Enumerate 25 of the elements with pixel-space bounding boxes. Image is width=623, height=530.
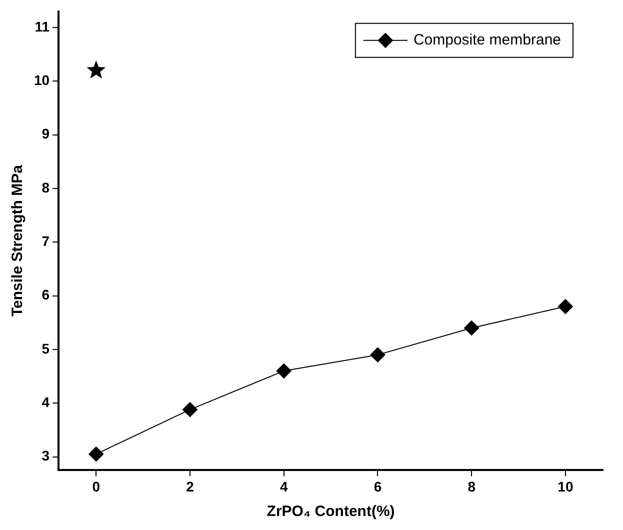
legend-label: Composite membrane <box>413 32 561 49</box>
y-axis-title: Tensile Strength MPa <box>9 164 26 317</box>
point <box>86 60 106 79</box>
x-tick-label: 0 <box>92 478 100 494</box>
x-axis-title: ZrPO₄ Content(%) <box>266 503 395 520</box>
point <box>464 320 480 336</box>
point <box>276 363 292 378</box>
point <box>88 446 104 462</box>
x-tick-label: 2 <box>186 478 194 494</box>
y-tick-label: 8 <box>42 179 50 196</box>
y-tick-label: 5 <box>42 340 50 356</box>
x-tick-label: 6 <box>374 478 382 494</box>
y-tick-label: 11 <box>34 18 50 34</box>
y-tick-label: 4 <box>42 394 50 410</box>
x-tick-label: 10 <box>558 478 574 494</box>
y-tick-label: 10 <box>34 72 50 88</box>
y-tick-label: 9 <box>42 126 50 142</box>
y-tick-label: 6 <box>42 286 50 303</box>
point <box>182 402 198 418</box>
y-tick-label: 7 <box>42 233 50 249</box>
point <box>558 299 573 314</box>
y-tick-label: 3 <box>42 448 50 464</box>
point <box>370 347 386 362</box>
x-tick-label: 8 <box>468 478 476 494</box>
x-tick-label: 4 <box>280 478 288 494</box>
